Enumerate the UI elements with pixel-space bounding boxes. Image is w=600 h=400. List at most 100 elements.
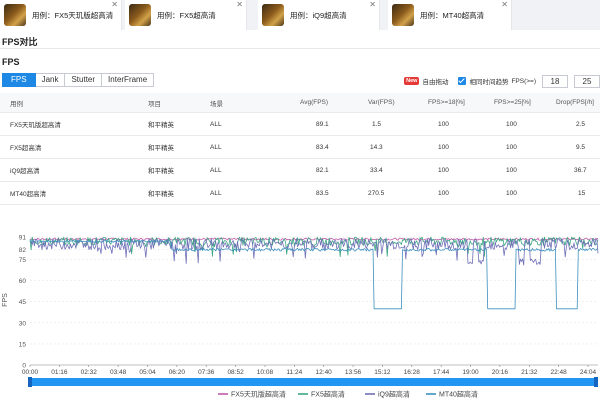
- close-icon[interactable]: ✕: [236, 0, 243, 9]
- legend-label[interactable]: FX5超高清: [311, 390, 345, 399]
- same-time-label: 相同时间趋势: [469, 79, 509, 86]
- chart-series: [29, 236, 599, 310]
- cell-drop: 36.7: [574, 166, 587, 174]
- section-title: FPS对比: [2, 37, 38, 47]
- scrollbar-handle-right[interactable]: [594, 377, 598, 387]
- x-tick-label: 07:36: [198, 369, 215, 376]
- sub-title: FPS: [2, 57, 20, 67]
- cell-fps18: 100: [438, 143, 449, 151]
- segment-fps[interactable]: FPS: [2, 73, 36, 87]
- cell-drop: 2.5: [576, 120, 586, 128]
- segment-stutter[interactable]: Stutter: [65, 73, 103, 87]
- table-row[interactable]: iQ9超高清 和平精英 ALL 82.1 33.4 100 100 36.7: [0, 159, 600, 182]
- chart-controls: New 自由拖动 相同时间趋势 FPS(>=): [404, 74, 600, 88]
- tab-iq9[interactable]: 用例：iQ9超高清 ✕: [258, 0, 380, 30]
- x-tick-label: 02:32: [81, 369, 98, 376]
- x-tick-label: 22:48: [550, 369, 567, 376]
- table-header: 用例 项目 场景 Avg(FPS) Var(FPS) FPS>=18[%] FP…: [0, 93, 600, 113]
- x-tick-label: 11:24: [286, 369, 302, 376]
- fps-max-input[interactable]: [574, 74, 600, 88]
- cell-case: MT40超高清: [10, 191, 47, 198]
- series-line: [29, 239, 599, 310]
- close-icon[interactable]: ✕: [369, 0, 376, 9]
- game-thumbnail: [4, 4, 26, 26]
- col-case[interactable]: 用例: [10, 100, 23, 108]
- cell-fps18: 100: [438, 166, 449, 174]
- divider: [0, 48, 600, 49]
- time-range-scrollbar[interactable]: [30, 378, 598, 386]
- y-tick-label: 0: [22, 363, 26, 370]
- cell-project: 和平精英: [148, 145, 174, 152]
- metric-segment-control: FPS Jank Stutter InterFrame: [2, 73, 155, 87]
- cell-project: 和平精英: [148, 168, 174, 175]
- cell-avg: 83.5: [316, 189, 329, 197]
- close-icon[interactable]: ✕: [111, 0, 118, 9]
- x-tick-label: 15:12: [374, 369, 391, 376]
- cell-project: 和平精英: [148, 122, 174, 129]
- cell-var: 270.5: [368, 189, 385, 197]
- y-axis-label: FPS: [2, 293, 9, 307]
- segment-interframe[interactable]: InterFrame: [102, 73, 155, 87]
- tab-label: 用例：FX5超高清: [157, 10, 216, 20]
- series-line: [29, 238, 599, 266]
- free-drag-label[interactable]: 自由拖动: [422, 79, 449, 86]
- y-tick-label: 45: [19, 299, 27, 306]
- x-tick-label: 06:20: [169, 369, 186, 376]
- tab-label: 用例：MT40超高清: [420, 10, 485, 20]
- legend-label[interactable]: FX5天玑版超高清: [231, 390, 286, 399]
- cell-fps25: 100: [506, 166, 517, 174]
- cell-scene: ALL: [210, 189, 222, 197]
- y-tick-label: 60: [19, 278, 27, 285]
- col-var[interactable]: Var(FPS): [368, 99, 395, 106]
- col-scene[interactable]: 场景: [210, 100, 223, 108]
- y-tick-label: 82: [19, 247, 27, 254]
- tab-bar: 用例：FX5天玑版超高清 ✕ 用例：FX5超高清 ✕ 用例：iQ9超高清 ✕ 用…: [0, 0, 600, 30]
- y-axis: 0 15 30 45 60 75 82 91: [19, 235, 27, 370]
- table-row[interactable]: MT40超高清 和平精英 ALL 83.5 270.5 100 100 15: [0, 182, 600, 205]
- cell-project: 和平精英: [148, 191, 174, 198]
- game-thumbnail: [129, 4, 151, 26]
- close-icon[interactable]: ✕: [501, 0, 508, 9]
- cell-scene: ALL: [210, 166, 222, 174]
- tab-fx5[interactable]: 用例：FX5超高清 ✕: [125, 0, 247, 30]
- tab-label: 用例：FX5天玑版超高清: [32, 10, 114, 20]
- x-tick-label: 24:04: [580, 369, 597, 376]
- fps-summary-table: 用例 项目 场景 Avg(FPS) Var(FPS) FPS>=18[%] FP…: [0, 93, 600, 205]
- table-row[interactable]: FX5天玑版超高清 和平精英 ALL 89.1 1.5 100 100 2.5: [0, 113, 600, 136]
- x-tick-label: 01:16: [51, 369, 68, 376]
- game-thumbnail: [392, 4, 414, 26]
- x-tick-label: 13:56: [345, 369, 362, 376]
- col-fps18[interactable]: FPS>=18[%]: [428, 99, 465, 106]
- x-tick-label: 21:32: [521, 369, 538, 376]
- col-project[interactable]: 项目: [148, 100, 161, 108]
- cell-avg: 89.1: [316, 120, 329, 128]
- table-row[interactable]: FX5超高清 和平精英 ALL 83.4 14.3 100 100 9.5: [0, 136, 600, 159]
- cell-var: 1.5: [372, 120, 382, 128]
- tab-mt40[interactable]: 用例：MT40超高清 ✕: [388, 0, 512, 30]
- x-axis: 00:00 01:16 02:32 03:48 05:04 06:20 07:36 08:52…: [22, 364, 598, 376]
- same-time-checkbox[interactable]: [458, 77, 467, 85]
- game-thumbnail: [262, 4, 284, 26]
- x-tick-label: 05:04: [139, 369, 156, 376]
- col-drop[interactable]: Drop(FPS[/h]: [556, 99, 594, 106]
- cell-fps25: 100: [506, 189, 517, 197]
- col-fps25[interactable]: FPS>=25[%]: [494, 99, 531, 106]
- segment-jank[interactable]: Jank: [35, 73, 66, 87]
- new-badge: New: [404, 77, 420, 85]
- x-tick-label: 10:08: [257, 369, 274, 376]
- scrollbar-handle-left[interactable]: [28, 377, 32, 387]
- cell-drop: 9.5: [576, 143, 586, 151]
- tab-fx5-dimensity[interactable]: 用例：FX5天玑版超高清 ✕: [0, 0, 122, 30]
- y-tick-label: 30: [19, 320, 27, 327]
- legend-label[interactable]: MT40超高清: [439, 390, 478, 399]
- x-tick-label: 20:16: [492, 369, 509, 376]
- col-avg[interactable]: Avg(FPS): [300, 99, 329, 106]
- legend-label[interactable]: iQ9超高清: [378, 390, 410, 399]
- cell-fps25: 100: [506, 120, 517, 128]
- x-tick-label: 16:28: [404, 369, 421, 376]
- fps-min-input[interactable]: [542, 74, 568, 88]
- cell-fps25: 100: [506, 143, 517, 151]
- x-tick-label: 17:44: [433, 369, 450, 376]
- fps-line-chart[interactable]: 0 15 30 45 60 75 82 91 FPS 00:00 01:16 02:32 03:48…: [0, 210, 600, 400]
- y-tick-label: 15: [19, 341, 27, 348]
